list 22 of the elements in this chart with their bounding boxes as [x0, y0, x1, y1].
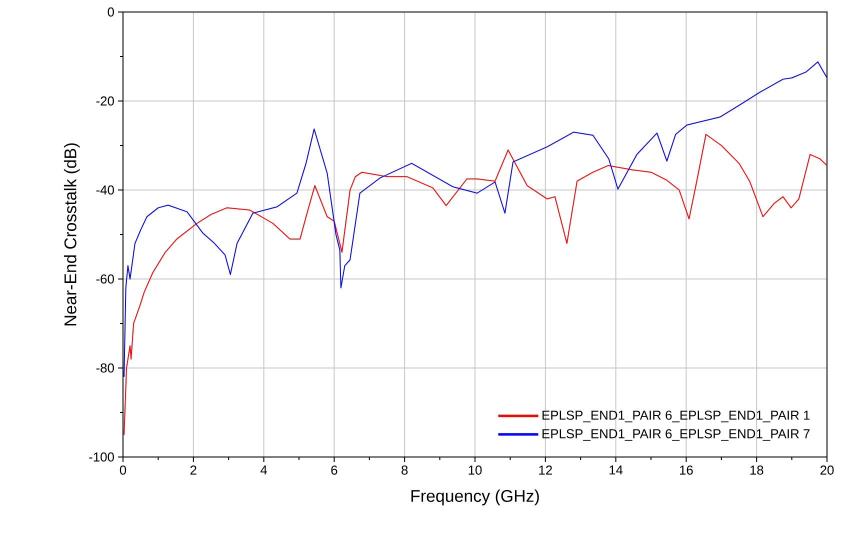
x-axis-title: Frequency (GHz) — [411, 490, 539, 506]
x-tick-label: 14 — [610, 466, 623, 474]
x-tick-label: 10 — [468, 466, 482, 475]
y-axis-title: Near-End Crosstalk (dB) — [64, 143, 80, 326]
x-tick-label: 18 — [750, 466, 764, 475]
legend-label: EPLSP_END1_PAIR 6_EPLSP_END1_PAIR 1 — [542, 410, 810, 422]
x-tick-label: 0 — [120, 466, 126, 475]
x-tick-label: 4 — [260, 466, 268, 474]
x-tick-label: 2 — [190, 466, 196, 475]
x-tick-label: 12 — [539, 466, 552, 475]
x-tick-label: 16 — [680, 466, 693, 475]
y-tick-label: -100 — [89, 452, 114, 462]
y-tick-label: 0 — [108, 7, 114, 17]
y-tick-label: -40 — [96, 185, 114, 195]
y-tick-label: -60 — [96, 274, 114, 284]
y-tick-label: -20 — [96, 96, 114, 106]
legend-label: EPLSP_END1_PAIR 6_EPLSP_END1_PAIR 7 — [542, 429, 810, 441]
x-tick-label: 6 — [331, 466, 338, 475]
x-tick-label: 8 — [402, 466, 408, 475]
x-tick-label: 20 — [820, 466, 834, 475]
y-tick-label: -80 — [96, 363, 114, 373]
line-series — [124, 61, 828, 378]
